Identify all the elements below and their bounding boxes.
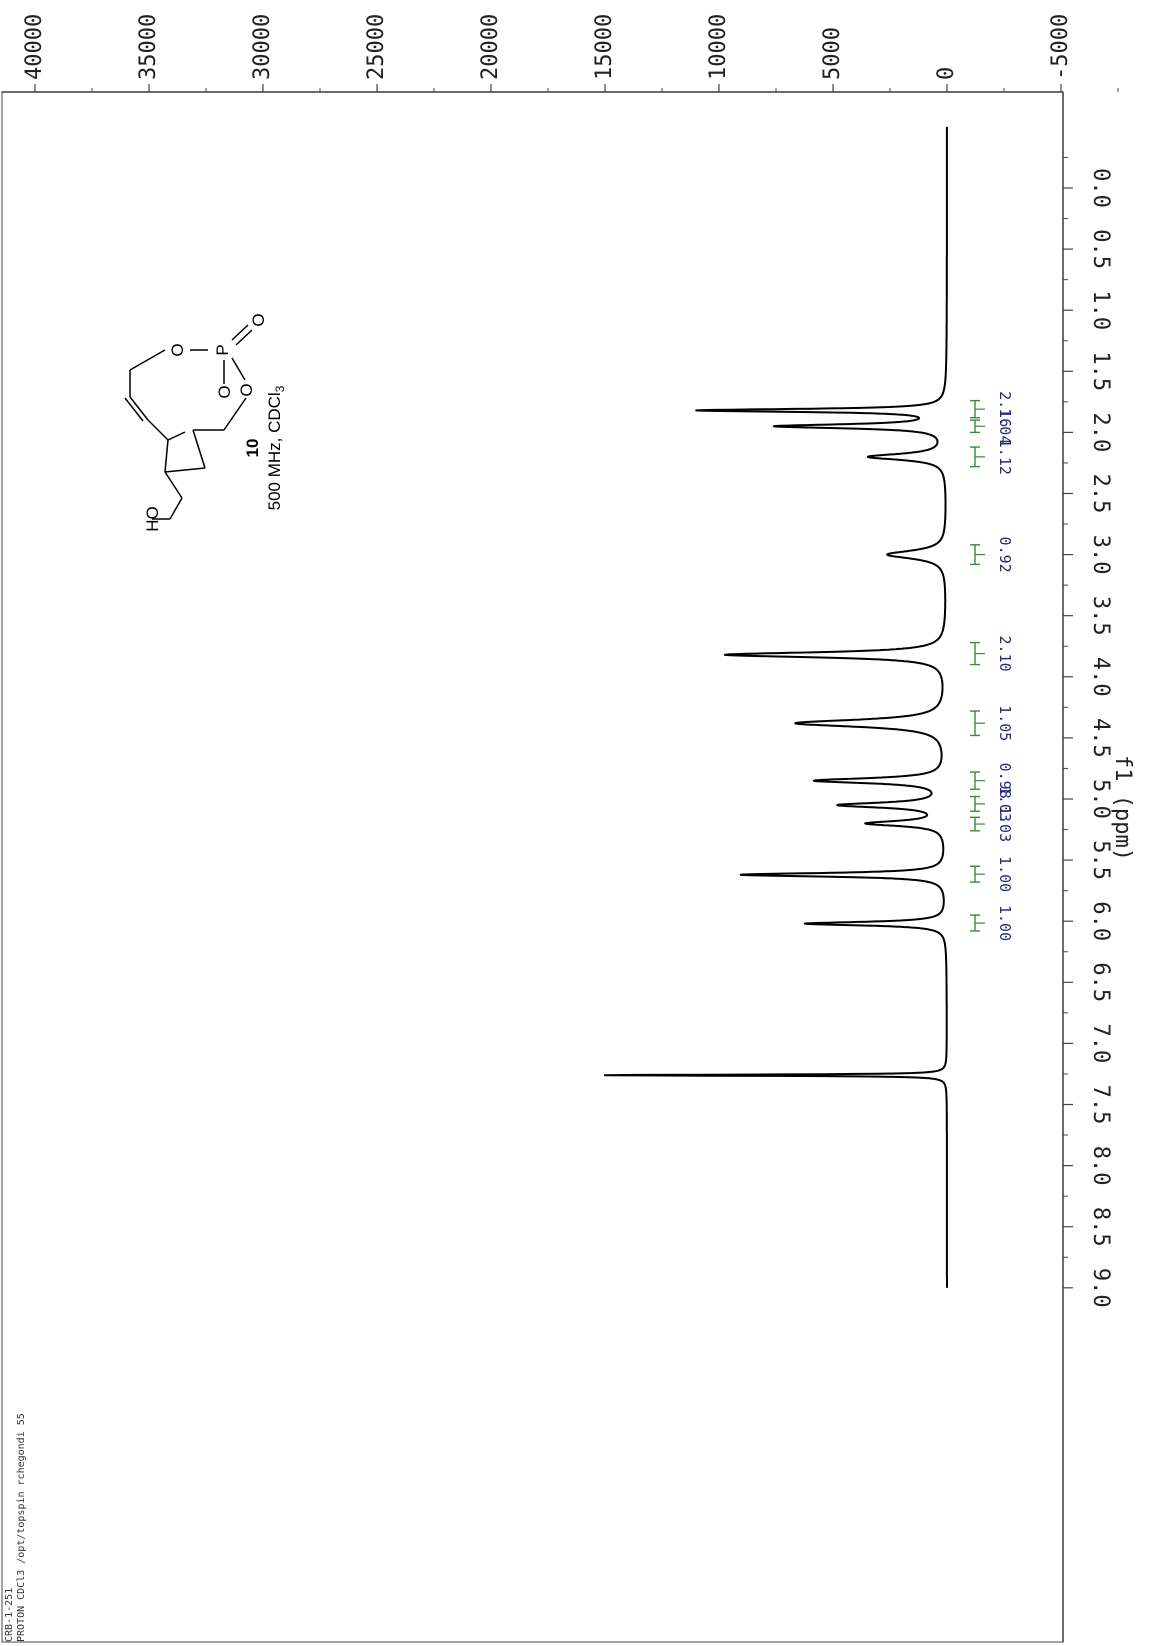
phosphorus-label: P: [213, 344, 232, 355]
hydroxyl-label: HO: [143, 506, 162, 532]
intensity-tick-label: 0: [934, 67, 959, 80]
spectrum-trace: [603, 126, 948, 1289]
ppm-tick-label: 1.0: [1088, 290, 1113, 330]
ppm-tick-label: 4.0: [1088, 657, 1113, 697]
integral-value: 1.03: [996, 806, 1014, 842]
ppm-tick-label: 8.0: [1088, 1146, 1113, 1186]
plot-frame: [1, 91, 1064, 1643]
ppm-tick-label: 5.0: [1088, 779, 1113, 819]
integral-value: 1.05: [996, 705, 1014, 741]
ppm-tick-label: 8.5: [1088, 1207, 1113, 1247]
ppm-tick-label: 9.0: [1088, 1268, 1113, 1308]
bridge-oxygen-label: O: [215, 385, 234, 398]
ppm-tick-label: 2.0: [1088, 413, 1113, 453]
ppm-tick-label: 2.5: [1088, 474, 1113, 514]
acquisition-conditions: 500 MHz, CDCl3: [265, 385, 287, 510]
ring-oxygen-label: O: [168, 343, 187, 356]
intensity-tick-label: 25000: [364, 14, 389, 80]
ppm-tick-label: 4.5: [1088, 718, 1113, 758]
ppm-tick-label: 0.0: [1088, 168, 1113, 208]
compound-number: 10: [243, 439, 262, 458]
ppm-tick-label: 6.5: [1088, 962, 1113, 1002]
ppm-tick-label: 3.0: [1088, 535, 1113, 575]
intensity-ticks: -5000 0 5000 10000 15000 20000 25000 30000 35000…: [22, 14, 1119, 92]
intensity-tick-label: 35000: [136, 14, 161, 80]
integral-value: 1.00: [996, 856, 1014, 892]
intensity-tick-label: 30000: [250, 14, 275, 80]
integral-value: 1.04: [996, 408, 1014, 444]
intensity-tick-label: 5000: [820, 27, 845, 80]
ppm-tick-label: 0.5: [1088, 229, 1113, 269]
integral-value: 1.00: [996, 905, 1014, 941]
experiment-parameters: PROTON CDCl3 /opt/topspin rchegondi 55: [16, 1413, 27, 1642]
intensity-tick-label: 15000: [592, 14, 617, 80]
ppm-axis-title: f1 (ppm): [1110, 755, 1135, 861]
intensity-tick-label: 20000: [478, 14, 503, 80]
ppm-tick-label: 7.5: [1088, 1085, 1113, 1125]
structure-bonds: [124, 324, 253, 520]
integral-value: 0.92: [996, 537, 1014, 573]
integral-value: 2.10: [996, 636, 1014, 672]
integral-value: 0.98: [996, 763, 1014, 799]
intensity-tick-label: 40000: [22, 14, 47, 80]
integral-value: 1.03: [996, 786, 1014, 822]
intensity-tick-label: 10000: [706, 14, 731, 80]
ppm-tick-label: 7.0: [1088, 1024, 1113, 1064]
ppm-tick-label: 5.5: [1088, 840, 1113, 880]
ppm-tick-label: 1.5: [1088, 351, 1113, 391]
compound-structure: HO O P O O O 10 500 MHz, CDCl3: [124, 313, 287, 532]
ppm-tick-label: 3.5: [1088, 596, 1113, 636]
experiment-id: CRB-1-251: [4, 1588, 15, 1642]
bridge-oxygen-label: O: [237, 383, 256, 396]
integral-value: 1.12: [996, 439, 1014, 475]
phosphoryl-oxygen-label: O: [249, 313, 268, 326]
ppm-tick-label: 6.0: [1088, 901, 1113, 941]
integral-value: 2.16: [996, 391, 1014, 427]
ppm-ticks: 0.0 0.5 1.0 1.5 2.0 2.5 3.0 3.5 4.0 4.5 5.0 5.5 6.0 6…: [1063, 156, 1113, 1308]
intensity-tick-label: -5000: [1048, 14, 1073, 80]
integration-marks: 1.001.001.031.030.981.052.100.921.121.04…: [970, 391, 1014, 941]
